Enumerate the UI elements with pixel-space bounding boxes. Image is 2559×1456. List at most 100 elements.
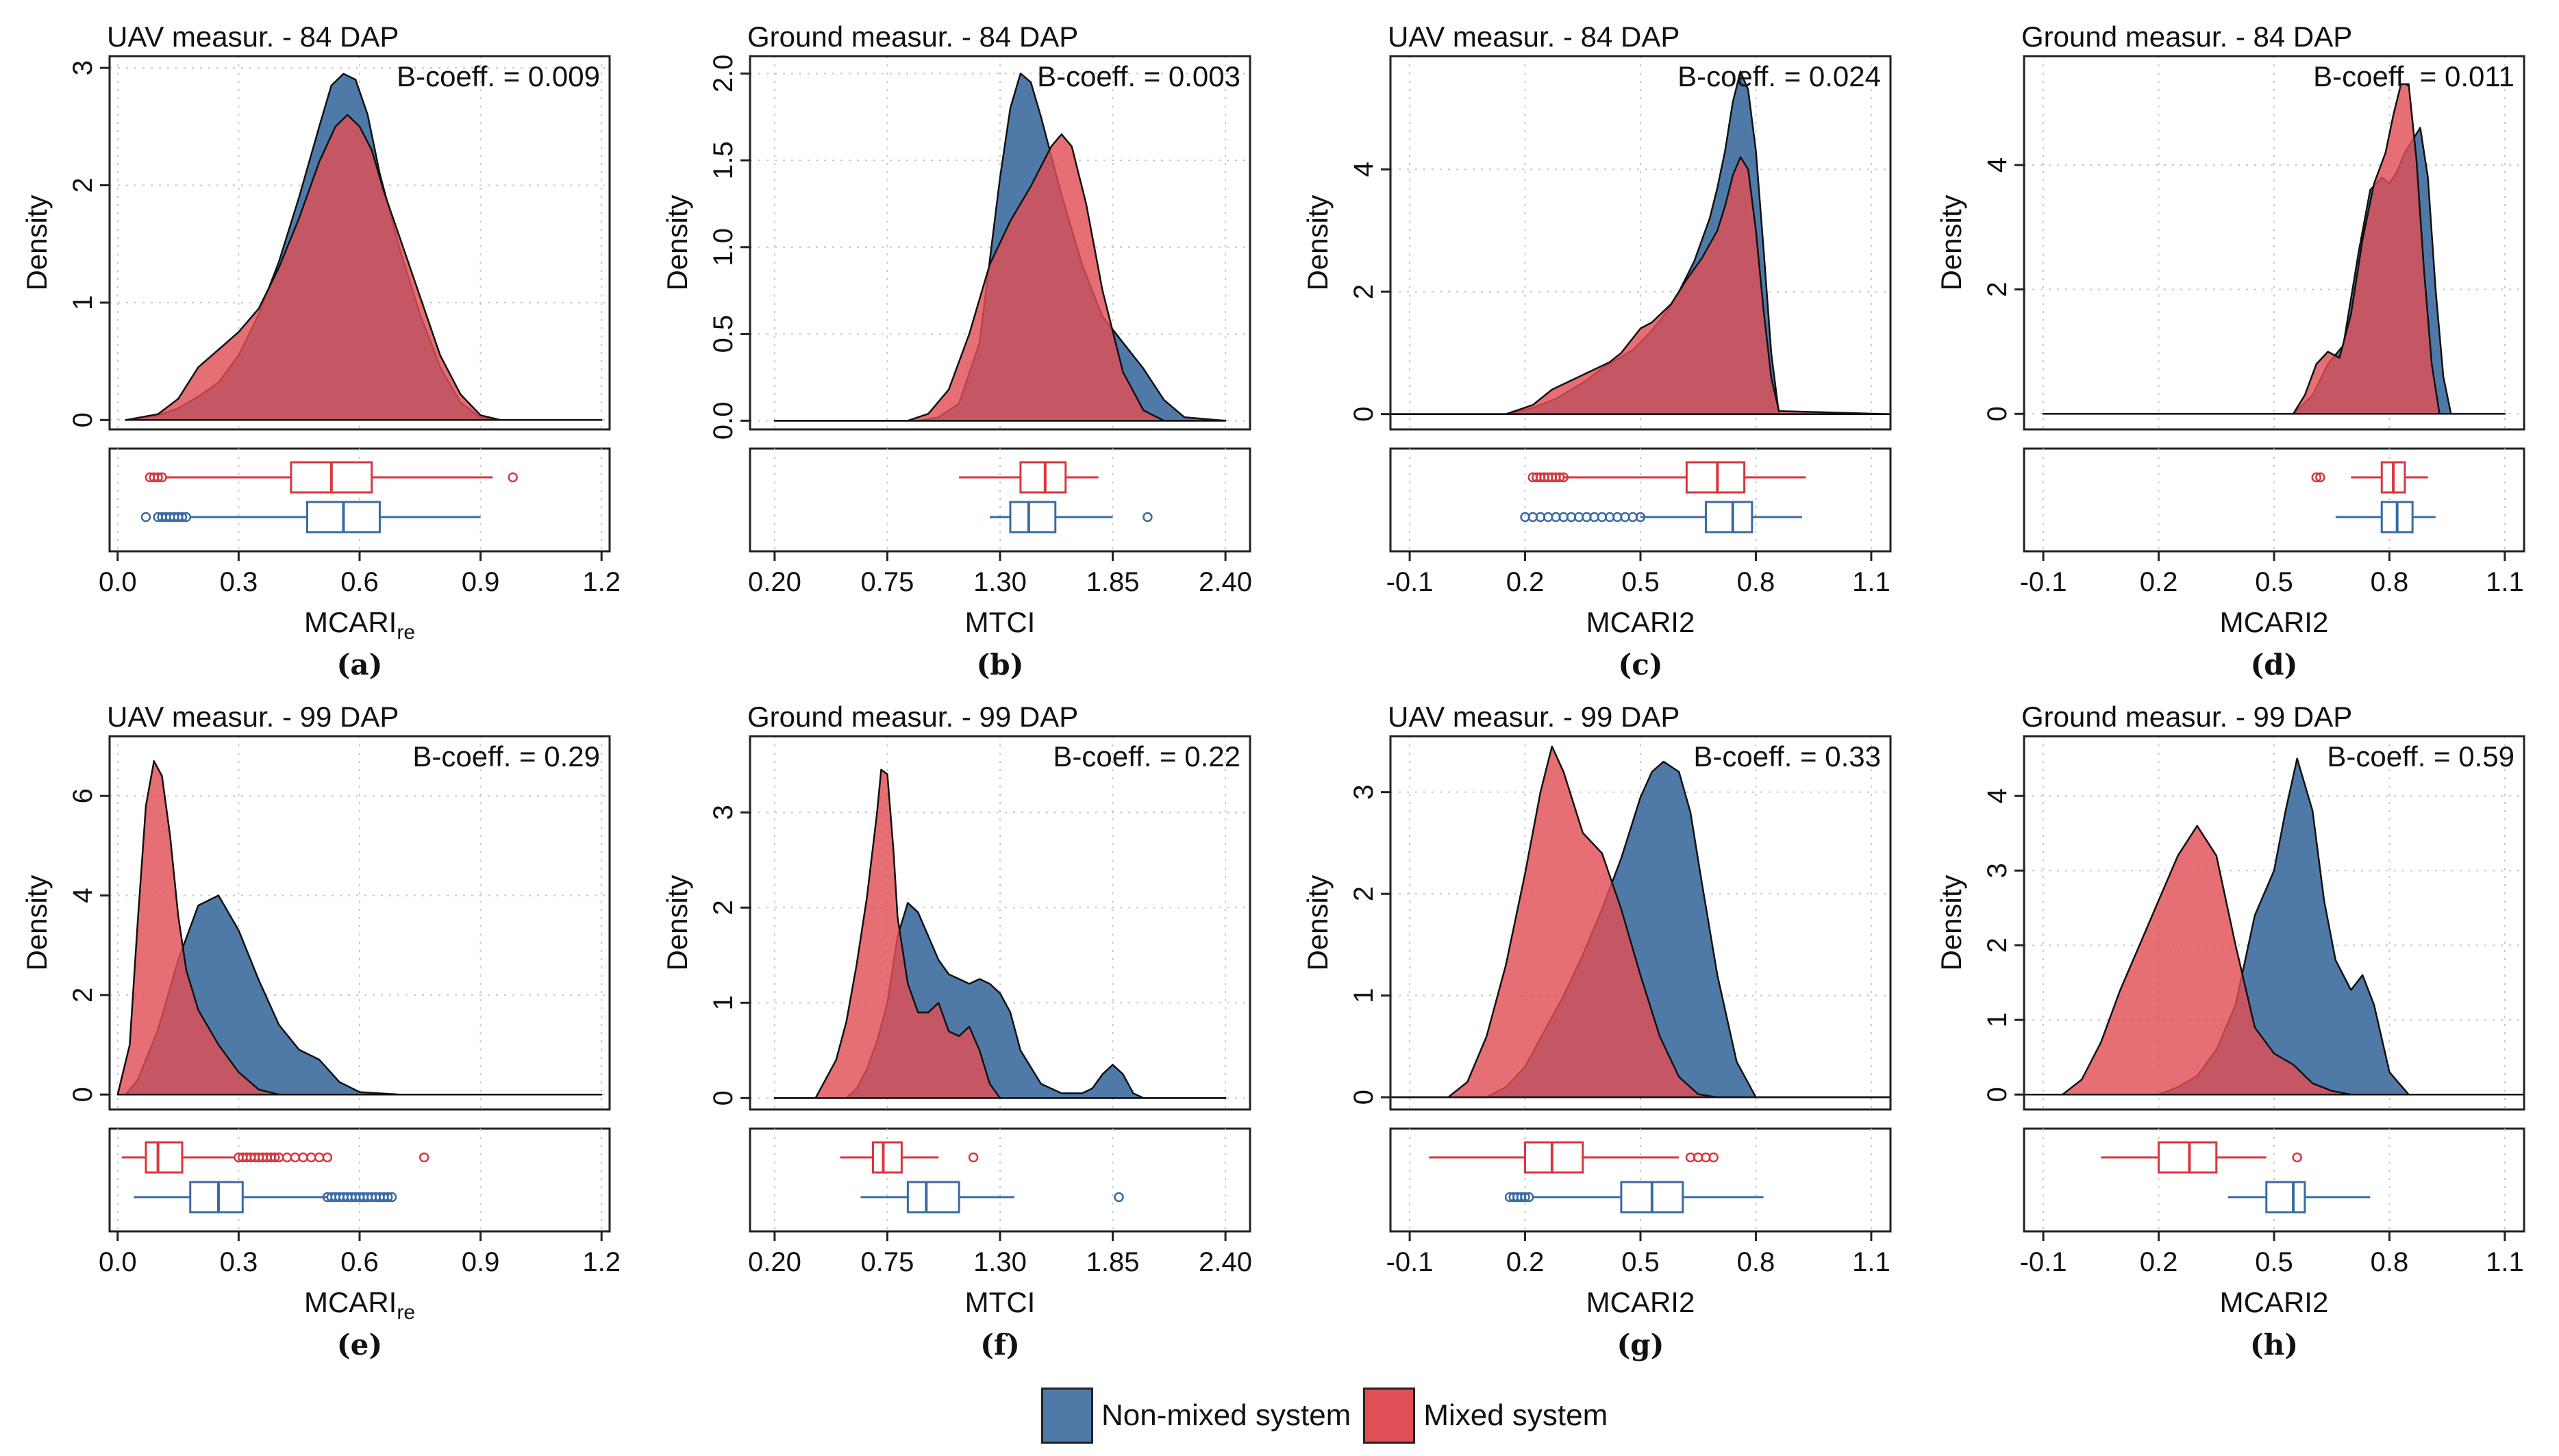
legend-item-non-mixed: Non-mixed system [1041, 1388, 1351, 1444]
panel-title: UAV measur. - 99 DAP [107, 701, 399, 733]
x-axis-label: MCARI2 [2220, 1286, 2329, 1318]
x-tick-label: 0.3 [220, 567, 258, 597]
panel-title: Ground measur. - 84 DAP [747, 21, 1078, 53]
x-tick-label: 1.1 [2486, 567, 2524, 597]
y-tick-label: 1.0 [708, 228, 738, 266]
x-axis-label: MTCI [965, 606, 1036, 638]
y-tick-label: 3 [1349, 785, 1379, 800]
box-outlier-mixed [968, 1152, 979, 1163]
density-mixed [2042, 83, 2506, 415]
density-mixed [1389, 745, 1892, 1099]
density-mixed [125, 114, 603, 421]
y-tick-label: 3 [68, 60, 98, 75]
x-axis-label-main: MCARI2 [2220, 606, 2329, 638]
box-outlier-mixed [2292, 1152, 2302, 1163]
x-axis-label: MCARI2 [1586, 1286, 1695, 1318]
y-tick-label: 0 [1349, 407, 1379, 422]
legend-swatch-non-mixed [1041, 1388, 1093, 1444]
x-tick-label: -0.1 [1386, 1247, 1434, 1277]
y-tick-label: 0.0 [708, 402, 738, 440]
x-axis-label-main: MCARI2 [1586, 1286, 1695, 1318]
y-tick-label: 0 [68, 412, 98, 427]
box-iqr-non-mixed [189, 1181, 244, 1214]
y-tick-label: 3 [1982, 863, 2012, 878]
b-coeff-annotation: B-coeff. = 0.59 [2327, 740, 2514, 773]
plot-frame [1389, 735, 1892, 1111]
x-tick-label: 0.9 [462, 1247, 500, 1277]
y-tick-label: 2 [1982, 938, 2012, 953]
panel-a: 0 1 2 3 Density UAV measur. - 84 DAP B-coeff. … [21, 21, 621, 681]
box-outlier-non-mixed [1114, 1192, 1124, 1203]
y-tick-label: 0 [708, 1090, 738, 1105]
x-tick-label: 2.40 [1199, 1247, 1252, 1277]
panel-title: UAV measur. - 84 DAP [1388, 21, 1680, 53]
x-tick-label: -0.1 [2020, 567, 2067, 597]
box-iqr-non-mixed [2265, 1181, 2306, 1214]
x-tick-label: 1.2 [582, 1247, 621, 1277]
box-outlier-non-mixed [1520, 1192, 1530, 1203]
x-tick-label: 1.1 [1852, 567, 1890, 597]
x-axis-label: MCARI2 [1586, 606, 1695, 638]
b-coeff-annotation: B-coeff. = 0.024 [1677, 60, 1881, 92]
x-tick-label: 0.3 [220, 1247, 258, 1277]
plot-frame [749, 55, 1251, 431]
y-tick-label: 4 [1982, 788, 2012, 803]
box-iqr-non-mixed [906, 1181, 960, 1214]
x-axis-label: MTCI [965, 1286, 1036, 1318]
x-tick-label: 0.2 [1506, 1247, 1545, 1277]
panel-title: UAV measur. - 99 DAP [1388, 701, 1680, 733]
box-outlier-mixed [1554, 472, 1565, 483]
box-outlier-mixed [1558, 472, 1569, 483]
panel-letter: (g) [1616, 1328, 1664, 1361]
x-tick-label: 1.85 [1086, 1247, 1140, 1277]
panel-title: Ground measur. - 99 DAP [747, 701, 1078, 733]
box-outlier-mixed [419, 1152, 429, 1163]
y-axis-label: Density [21, 875, 53, 970]
x-axis-label-main: MTCI [965, 606, 1036, 638]
x-tick-label: 0.8 [1737, 1247, 1775, 1277]
box-iqr-mixed [1685, 461, 1746, 494]
box-outlier-non-mixed [386, 1192, 397, 1203]
b-coeff-annotation: B-coeff. = 0.011 [2313, 60, 2514, 92]
box-outlier-non-mixed [382, 1192, 393, 1203]
y-tick-label: 2 [708, 900, 738, 915]
legend: Non-mixed system Mixed system [1041, 1385, 1620, 1446]
b-coeff-annotation: B-coeff. = 0.009 [397, 60, 600, 92]
legend-label-non-mixed: Non-mixed system [1101, 1398, 1351, 1432]
box-outlier-mixed [2311, 472, 2322, 483]
x-tick-label: 1.30 [973, 1247, 1027, 1277]
x-tick-label: 0.5 [1621, 567, 1660, 597]
x-tick-label: 0.20 [748, 567, 801, 597]
box-iqr-mixed [1019, 461, 1067, 494]
x-axis-label-main: MCARI2 [2220, 1286, 2329, 1318]
box-outlier-mixed [1708, 1152, 1719, 1163]
box-iqr-mixed [1524, 1141, 1584, 1174]
y-tick-label: 0.5 [708, 315, 738, 353]
box-outlier-mixed [270, 1152, 280, 1163]
panel-letter: (h) [2250, 1328, 2298, 1361]
x-axis-label-subscript: re [397, 621, 415, 644]
panel-c: 0 2 4 Density UAV measur. - 84 DAP B-coeff. =… [1301, 21, 1892, 681]
panel-e: 0 2 4 6 Density UAV measur. - 99 DAP B-coeff. … [21, 701, 621, 1361]
y-tick-label: 2 [1982, 282, 2012, 297]
y-tick-label: 0 [1349, 1090, 1379, 1105]
x-tick-label: 0.5 [1621, 1247, 1660, 1277]
x-tick-label: 0.8 [2371, 1247, 2409, 1277]
x-axis-label-main: MCARI2 [1586, 606, 1695, 638]
x-axis-label-main: MTCI [965, 1286, 1036, 1318]
box-outlier-non-mixed [181, 512, 192, 523]
plot-frame [108, 55, 611, 431]
x-tick-label: 0.8 [2371, 567, 2409, 597]
density-mixed [773, 768, 1227, 1099]
plot-frame [2023, 55, 2525, 431]
density-mixed [116, 760, 603, 1096]
box-outlier-non-mixed [1143, 512, 1153, 523]
legend-item-mixed: Mixed system [1363, 1388, 1608, 1444]
y-tick-label: 1 [68, 295, 98, 310]
box-outlier-non-mixed [140, 512, 151, 523]
y-axis-label: Density [1935, 875, 1967, 970]
x-axis-label: MCARIre [304, 606, 415, 644]
y-axis-label: Density [661, 875, 693, 970]
x-tick-label: 0.20 [748, 1247, 801, 1277]
